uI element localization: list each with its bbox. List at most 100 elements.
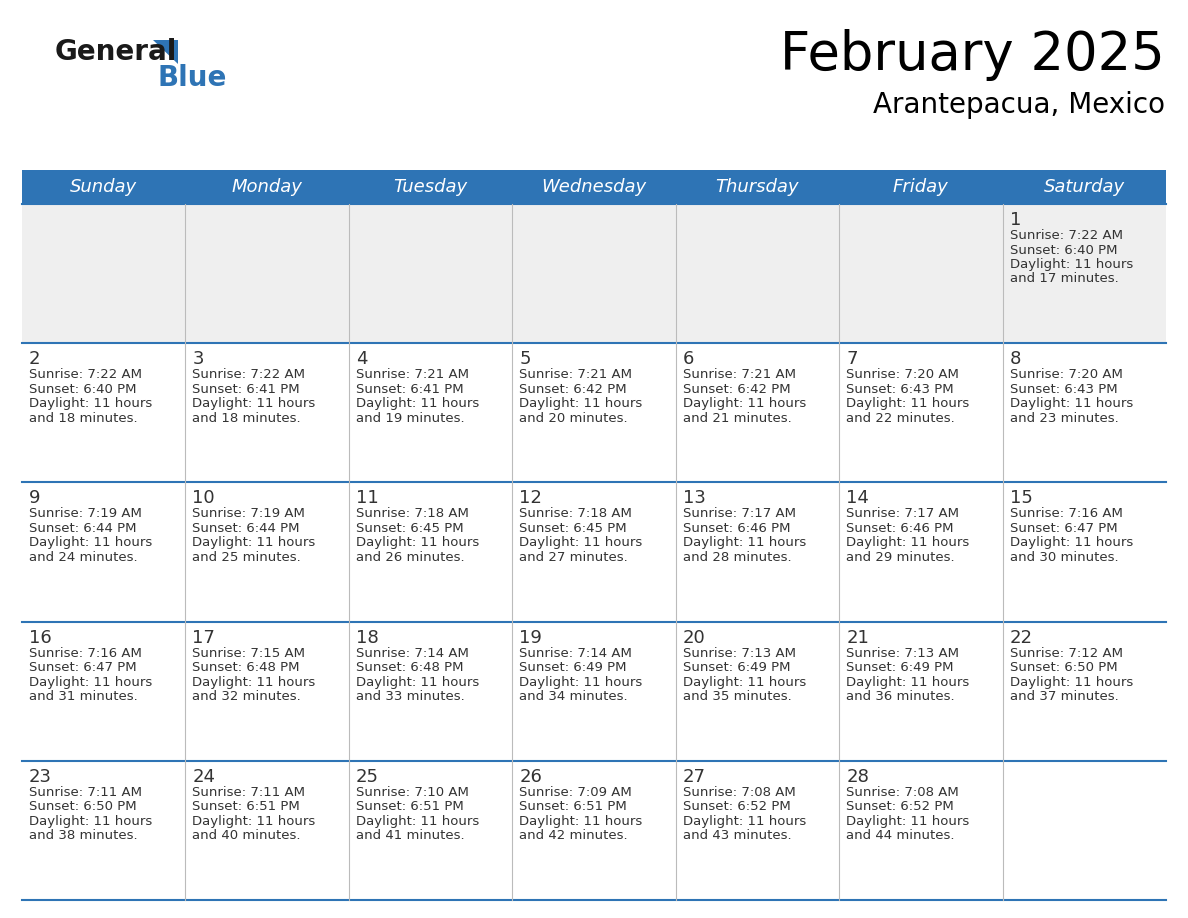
Text: 25: 25 [356,767,379,786]
Text: Daylight: 11 hours: Daylight: 11 hours [683,676,805,688]
Text: and 19 minutes.: and 19 minutes. [356,411,465,425]
Text: Daylight: 11 hours: Daylight: 11 hours [519,397,643,410]
Text: Sunrise: 7:08 AM: Sunrise: 7:08 AM [846,786,959,799]
Text: Sunrise: 7:22 AM: Sunrise: 7:22 AM [29,368,143,381]
Text: 19: 19 [519,629,542,646]
Text: Sunset: 6:44 PM: Sunset: 6:44 PM [192,522,299,535]
Text: Tuesday: Tuesday [393,178,468,196]
Text: Wednesday: Wednesday [542,178,646,196]
Bar [23,482,1165,621]
Text: 18: 18 [356,629,379,646]
Text: Sunrise: 7:17 AM: Sunrise: 7:17 AM [683,508,796,521]
Text: and 17 minutes.: and 17 minutes. [1010,273,1118,285]
Text: Sunset: 6:46 PM: Sunset: 6:46 PM [846,522,954,535]
Text: Daylight: 11 hours: Daylight: 11 hours [29,815,152,828]
Text: Sunrise: 7:18 AM: Sunrise: 7:18 AM [356,508,469,521]
Text: Sunset: 6:48 PM: Sunset: 6:48 PM [192,661,299,674]
Bar [23,204,1165,343]
Text: February 2025: February 2025 [781,29,1165,81]
Text: and 38 minutes.: and 38 minutes. [29,829,138,843]
Text: and 22 minutes.: and 22 minutes. [846,411,955,425]
Text: 20: 20 [683,629,706,646]
Text: and 25 minutes.: and 25 minutes. [192,551,302,564]
Text: and 35 minutes.: and 35 minutes. [683,690,791,703]
Text: and 26 minutes.: and 26 minutes. [356,551,465,564]
Text: Sunset: 6:52 PM: Sunset: 6:52 PM [846,800,954,813]
Text: 16: 16 [29,629,52,646]
Text: Sunrise: 7:10 AM: Sunrise: 7:10 AM [356,786,469,799]
Text: Sunrise: 7:21 AM: Sunrise: 7:21 AM [519,368,632,381]
Text: and 43 minutes.: and 43 minutes. [683,829,791,843]
Text: Sunrise: 7:16 AM: Sunrise: 7:16 AM [29,646,141,660]
Text: Daylight: 11 hours: Daylight: 11 hours [846,676,969,688]
Text: and 31 minutes.: and 31 minutes. [29,690,138,703]
Text: Sunrise: 7:15 AM: Sunrise: 7:15 AM [192,646,305,660]
Text: Sunrise: 7:22 AM: Sunrise: 7:22 AM [192,368,305,381]
Text: Sunset: 6:47 PM: Sunset: 6:47 PM [1010,522,1117,535]
Text: Saturday: Saturday [1044,178,1125,196]
Text: 13: 13 [683,489,706,508]
Text: Sunrise: 7:08 AM: Sunrise: 7:08 AM [683,786,796,799]
Text: Arantepacua, Mexico: Arantepacua, Mexico [873,91,1165,119]
Text: Friday: Friday [893,178,949,196]
Text: and 20 minutes.: and 20 minutes. [519,411,628,425]
Text: and 29 minutes.: and 29 minutes. [846,551,955,564]
Text: 28: 28 [846,767,868,786]
Text: Sunset: 6:51 PM: Sunset: 6:51 PM [192,800,301,813]
Text: Sunset: 6:43 PM: Sunset: 6:43 PM [846,383,954,396]
Text: Daylight: 11 hours: Daylight: 11 hours [1010,676,1133,688]
Text: and 23 minutes.: and 23 minutes. [1010,411,1118,425]
Text: Sunset: 6:49 PM: Sunset: 6:49 PM [683,661,790,674]
Text: and 18 minutes.: and 18 minutes. [192,411,301,425]
Text: Sunrise: 7:21 AM: Sunrise: 7:21 AM [356,368,469,381]
Text: and 41 minutes.: and 41 minutes. [356,829,465,843]
Text: Sunset: 6:42 PM: Sunset: 6:42 PM [519,383,627,396]
Text: 10: 10 [192,489,215,508]
Text: 26: 26 [519,767,542,786]
Text: and 24 minutes.: and 24 minutes. [29,551,138,564]
Text: Sunrise: 7:18 AM: Sunrise: 7:18 AM [519,508,632,521]
Text: 11: 11 [356,489,379,508]
Text: Daylight: 11 hours: Daylight: 11 hours [519,536,643,549]
Text: Sunrise: 7:19 AM: Sunrise: 7:19 AM [192,508,305,521]
Text: 23: 23 [29,767,52,786]
Text: Sunset: 6:50 PM: Sunset: 6:50 PM [1010,661,1117,674]
Text: Sunset: 6:43 PM: Sunset: 6:43 PM [1010,383,1117,396]
Text: Sunrise: 7:17 AM: Sunrise: 7:17 AM [846,508,959,521]
Text: Sunset: 6:49 PM: Sunset: 6:49 PM [846,661,954,674]
Text: Daylight: 11 hours: Daylight: 11 hours [356,676,479,688]
Bar [23,621,1165,761]
Text: and 21 minutes.: and 21 minutes. [683,411,791,425]
Text: Daylight: 11 hours: Daylight: 11 hours [192,815,316,828]
Text: Sunset: 6:50 PM: Sunset: 6:50 PM [29,800,137,813]
Text: Sunrise: 7:22 AM: Sunrise: 7:22 AM [1010,229,1123,242]
Text: Sunrise: 7:13 AM: Sunrise: 7:13 AM [683,646,796,660]
Text: Sunset: 6:44 PM: Sunset: 6:44 PM [29,522,137,535]
Text: 4: 4 [356,350,367,368]
Text: Sunset: 6:41 PM: Sunset: 6:41 PM [356,383,463,396]
Text: 17: 17 [192,629,215,646]
Text: Sunrise: 7:11 AM: Sunrise: 7:11 AM [192,786,305,799]
Text: 24: 24 [192,767,215,786]
Text: Sunrise: 7:09 AM: Sunrise: 7:09 AM [519,786,632,799]
Text: Daylight: 11 hours: Daylight: 11 hours [683,397,805,410]
Text: Sunrise: 7:12 AM: Sunrise: 7:12 AM [1010,646,1123,660]
Text: and 36 minutes.: and 36 minutes. [846,690,955,703]
Text: Daylight: 11 hours: Daylight: 11 hours [29,536,152,549]
Bar [23,761,1165,900]
Text: Sunset: 6:49 PM: Sunset: 6:49 PM [519,661,627,674]
Text: Sunset: 6:40 PM: Sunset: 6:40 PM [29,383,137,396]
Text: Blue: Blue [158,64,227,92]
Text: and 40 minutes.: and 40 minutes. [192,829,301,843]
Text: General: General [55,38,177,66]
Bar [23,343,1165,482]
Text: Monday: Monday [232,178,303,196]
Text: Daylight: 11 hours: Daylight: 11 hours [192,536,316,549]
Text: Sunset: 6:42 PM: Sunset: 6:42 PM [683,383,790,396]
Text: 6: 6 [683,350,694,368]
Text: 15: 15 [1010,489,1032,508]
Text: 12: 12 [519,489,542,508]
Text: Sunset: 6:45 PM: Sunset: 6:45 PM [356,522,463,535]
Text: Sunset: 6:48 PM: Sunset: 6:48 PM [356,661,463,674]
Text: Sunrise: 7:19 AM: Sunrise: 7:19 AM [29,508,141,521]
